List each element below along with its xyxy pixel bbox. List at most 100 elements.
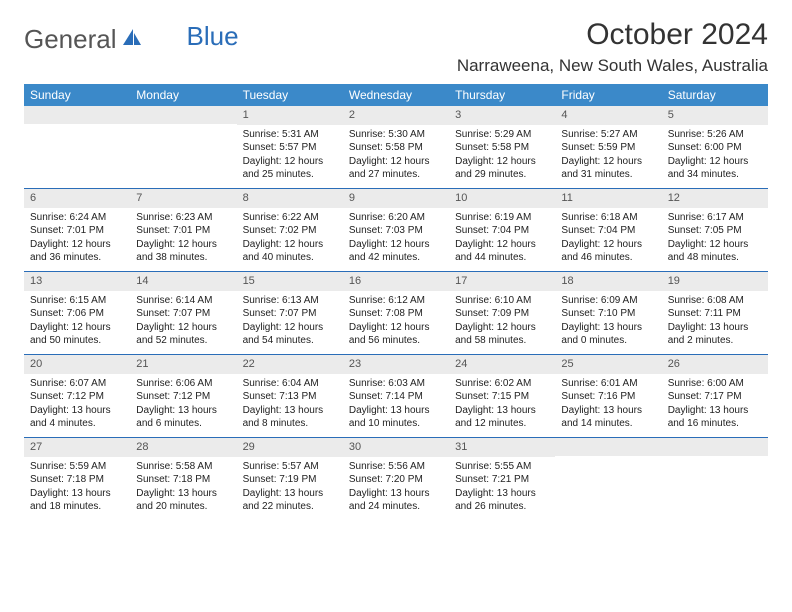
logo: General Blue [24, 24, 239, 55]
day-number: 15 [237, 272, 343, 291]
daylight-line: Daylight: 13 hours and 16 minutes. [668, 404, 762, 431]
daylight-line: Daylight: 13 hours and 4 minutes. [30, 404, 124, 431]
daylight-line: Daylight: 12 hours and 58 minutes. [455, 321, 549, 348]
weekday-header-row: SundayMondayTuesdayWednesdayThursdayFrid… [24, 84, 768, 106]
sunset-line: Sunset: 7:11 PM [668, 307, 762, 321]
sunset-line: Sunset: 5:58 PM [455, 141, 549, 155]
daylight-line: Daylight: 12 hours and 38 minutes. [136, 238, 230, 265]
weekday-thursday: Thursday [449, 84, 555, 106]
sunrise-line: Sunrise: 5:26 AM [668, 128, 762, 142]
day-content: Sunrise: 6:17 AMSunset: 7:05 PMDaylight:… [662, 208, 768, 271]
day-number: 28 [130, 438, 236, 457]
day-number: 26 [662, 355, 768, 374]
day-cell: 9Sunrise: 6:20 AMSunset: 7:03 PMDaylight… [343, 189, 449, 271]
day-content: Sunrise: 5:29 AMSunset: 5:58 PMDaylight:… [449, 125, 555, 188]
day-cell: 17Sunrise: 6:10 AMSunset: 7:09 PMDayligh… [449, 272, 555, 354]
day-content: Sunrise: 5:55 AMSunset: 7:21 PMDaylight:… [449, 457, 555, 520]
day-cell: 13Sunrise: 6:15 AMSunset: 7:06 PMDayligh… [24, 272, 130, 354]
day-number: 19 [662, 272, 768, 291]
sunset-line: Sunset: 7:04 PM [455, 224, 549, 238]
day-number: 10 [449, 189, 555, 208]
day-content: Sunrise: 6:20 AMSunset: 7:03 PMDaylight:… [343, 208, 449, 271]
day-cell: 16Sunrise: 6:12 AMSunset: 7:08 PMDayligh… [343, 272, 449, 354]
calendar: SundayMondayTuesdayWednesdayThursdayFrid… [24, 84, 768, 520]
sunrise-line: Sunrise: 6:20 AM [349, 211, 443, 225]
day-cell: 28Sunrise: 5:58 AMSunset: 7:18 PMDayligh… [130, 438, 236, 520]
day-number: 7 [130, 189, 236, 208]
sunrise-line: Sunrise: 5:29 AM [455, 128, 549, 142]
daylight-line: Daylight: 12 hours and 31 minutes. [561, 155, 655, 182]
day-content: Sunrise: 6:14 AMSunset: 7:07 PMDaylight:… [130, 291, 236, 354]
sunrise-line: Sunrise: 6:00 AM [668, 377, 762, 391]
sunrise-line: Sunrise: 6:14 AM [136, 294, 230, 308]
daylight-line: Daylight: 12 hours and 25 minutes. [243, 155, 337, 182]
day-number: 12 [662, 189, 768, 208]
day-cell: 2Sunrise: 5:30 AMSunset: 5:58 PMDaylight… [343, 106, 449, 188]
day-number [555, 438, 661, 456]
day-number: 31 [449, 438, 555, 457]
daylight-line: Daylight: 12 hours and 48 minutes. [668, 238, 762, 265]
title-block: October 2024 Narraweena, New South Wales… [457, 18, 768, 76]
sunrise-line: Sunrise: 6:13 AM [243, 294, 337, 308]
daylight-line: Daylight: 13 hours and 22 minutes. [243, 487, 337, 514]
sunrise-line: Sunrise: 6:23 AM [136, 211, 230, 225]
day-content: Sunrise: 5:31 AMSunset: 5:57 PMDaylight:… [237, 125, 343, 188]
daylight-line: Daylight: 12 hours and 36 minutes. [30, 238, 124, 265]
day-content: Sunrise: 5:27 AMSunset: 5:59 PMDaylight:… [555, 125, 661, 188]
sunrise-line: Sunrise: 6:07 AM [30, 377, 124, 391]
day-cell: 5Sunrise: 5:26 AMSunset: 6:00 PMDaylight… [662, 106, 768, 188]
day-number: 5 [662, 106, 768, 125]
header: General Blue October 2024 Narraweena, Ne… [24, 18, 768, 76]
day-cell: 12Sunrise: 6:17 AMSunset: 7:05 PMDayligh… [662, 189, 768, 271]
day-number: 18 [555, 272, 661, 291]
sunset-line: Sunset: 7:06 PM [30, 307, 124, 321]
logo-word-2: Blue [187, 21, 239, 52]
day-cell: 4Sunrise: 5:27 AMSunset: 5:59 PMDaylight… [555, 106, 661, 188]
week-row: 1Sunrise: 5:31 AMSunset: 5:57 PMDaylight… [24, 106, 768, 189]
day-number: 23 [343, 355, 449, 374]
day-cell: 30Sunrise: 5:56 AMSunset: 7:20 PMDayligh… [343, 438, 449, 520]
day-number: 27 [24, 438, 130, 457]
day-content: Sunrise: 6:04 AMSunset: 7:13 PMDaylight:… [237, 374, 343, 437]
sunrise-line: Sunrise: 5:58 AM [136, 460, 230, 474]
daylight-line: Daylight: 13 hours and 14 minutes. [561, 404, 655, 431]
logo-word-1: General [24, 24, 117, 55]
day-number: 17 [449, 272, 555, 291]
sunrise-line: Sunrise: 5:57 AM [243, 460, 337, 474]
week-row: 6Sunrise: 6:24 AMSunset: 7:01 PMDaylight… [24, 189, 768, 272]
day-cell: 31Sunrise: 5:55 AMSunset: 7:21 PMDayligh… [449, 438, 555, 520]
sunset-line: Sunset: 7:07 PM [243, 307, 337, 321]
day-cell: 21Sunrise: 6:06 AMSunset: 7:12 PMDayligh… [130, 355, 236, 437]
logo-sail-icon [121, 27, 143, 52]
sunrise-line: Sunrise: 6:03 AM [349, 377, 443, 391]
sunset-line: Sunset: 7:16 PM [561, 390, 655, 404]
daylight-line: Daylight: 13 hours and 26 minutes. [455, 487, 549, 514]
sunset-line: Sunset: 7:19 PM [243, 473, 337, 487]
sunset-line: Sunset: 5:59 PM [561, 141, 655, 155]
sunset-line: Sunset: 7:10 PM [561, 307, 655, 321]
daylight-line: Daylight: 13 hours and 12 minutes. [455, 404, 549, 431]
day-cell: 1Sunrise: 5:31 AMSunset: 5:57 PMDaylight… [237, 106, 343, 188]
day-content: Sunrise: 6:12 AMSunset: 7:08 PMDaylight:… [343, 291, 449, 354]
sunrise-line: Sunrise: 6:10 AM [455, 294, 549, 308]
day-content: Sunrise: 6:01 AMSunset: 7:16 PMDaylight:… [555, 374, 661, 437]
daylight-line: Daylight: 12 hours and 27 minutes. [349, 155, 443, 182]
day-number: 9 [343, 189, 449, 208]
sunset-line: Sunset: 7:05 PM [668, 224, 762, 238]
daylight-line: Daylight: 12 hours and 44 minutes. [455, 238, 549, 265]
sunrise-line: Sunrise: 6:15 AM [30, 294, 124, 308]
sunrise-line: Sunrise: 6:08 AM [668, 294, 762, 308]
day-content: Sunrise: 6:23 AMSunset: 7:01 PMDaylight:… [130, 208, 236, 271]
day-number: 25 [555, 355, 661, 374]
day-cell: 25Sunrise: 6:01 AMSunset: 7:16 PMDayligh… [555, 355, 661, 437]
sunrise-line: Sunrise: 6:06 AM [136, 377, 230, 391]
day-number [662, 438, 768, 456]
day-number [24, 106, 130, 124]
day-cell: 6Sunrise: 6:24 AMSunset: 7:01 PMDaylight… [24, 189, 130, 271]
sunset-line: Sunset: 7:02 PM [243, 224, 337, 238]
day-content: Sunrise: 6:15 AMSunset: 7:06 PMDaylight:… [24, 291, 130, 354]
day-cell: 11Sunrise: 6:18 AMSunset: 7:04 PMDayligh… [555, 189, 661, 271]
day-number: 29 [237, 438, 343, 457]
day-cell-empty [130, 106, 236, 188]
day-number: 3 [449, 106, 555, 125]
